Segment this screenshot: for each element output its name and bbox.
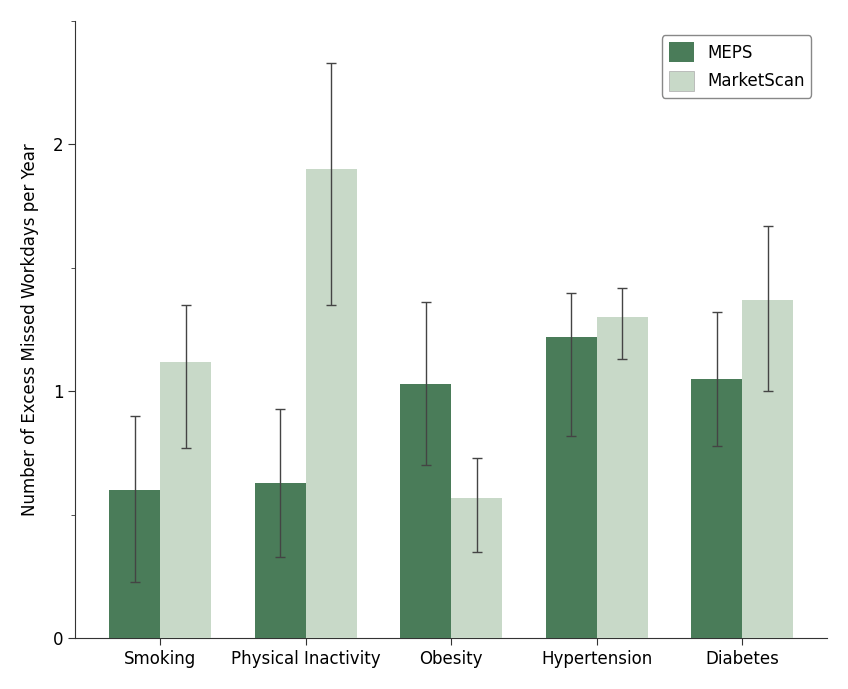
Legend: MEPS, MarketScan: MEPS, MarketScan: [662, 35, 812, 98]
Bar: [160, 362, 211, 639]
Bar: [691, 379, 742, 639]
Bar: [109, 490, 160, 639]
Bar: [546, 337, 597, 639]
Y-axis label: Number of Excess Missed Workdays per Year: Number of Excess Missed Workdays per Yea…: [21, 143, 39, 516]
Bar: [597, 317, 648, 639]
Bar: [305, 169, 357, 639]
Bar: [400, 384, 451, 639]
Bar: [451, 497, 502, 639]
Bar: [742, 300, 793, 639]
Bar: [254, 483, 305, 639]
